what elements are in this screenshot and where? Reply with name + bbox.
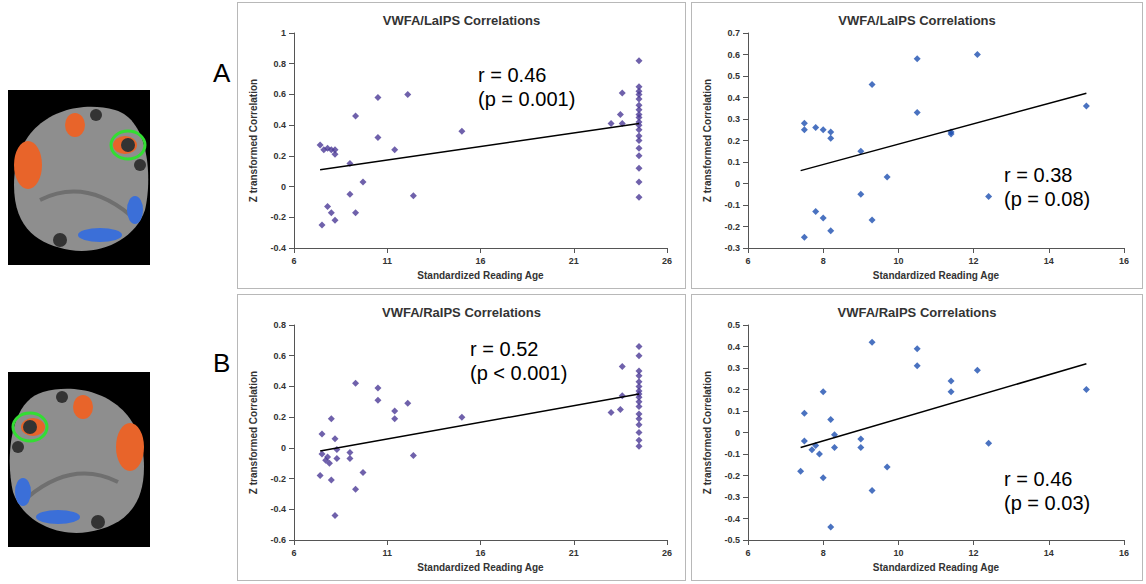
svg-text:-0.1: -0.1 [724,200,740,210]
svg-text:8: 8 [821,548,826,558]
svg-text:VWFA/RaIPS Correlations: VWFA/RaIPS Correlations [838,305,997,320]
svg-text:1: 1 [281,28,286,38]
svg-text:Standardized Reading Age: Standardized Reading Age [873,270,1000,281]
svg-text:-0.2: -0.2 [724,471,740,481]
svg-text:14: 14 [1044,256,1054,266]
svg-text:0.5: 0.5 [727,71,740,81]
svg-text:-0.1: -0.1 [724,449,740,459]
svg-text:0.4: 0.4 [727,93,740,103]
svg-text:-0.4: -0.4 [724,514,740,524]
svg-text:0.8: 0.8 [273,59,286,69]
svg-text:0.2: 0.2 [273,412,286,422]
svg-text:0.1: 0.1 [727,157,740,167]
svg-text:B: B [213,348,230,378]
svg-text:0.1: 0.1 [727,406,740,416]
svg-text:0.4: 0.4 [273,381,286,391]
svg-text:0.2: 0.2 [273,151,286,161]
svg-text:0.8: 0.8 [273,320,286,330]
svg-text:Standardized Reading Age: Standardized Reading Age [417,562,544,573]
svg-text:10: 10 [893,548,903,558]
svg-text:0.6: 0.6 [273,89,286,99]
svg-text:(p = 0.03): (p = 0.03) [1004,492,1090,514]
svg-text:0.4: 0.4 [727,342,740,352]
svg-text:Standardized Reading Age: Standardized Reading Age [873,562,1000,573]
svg-text:r = 0.46: r = 0.46 [1004,468,1072,490]
svg-text:0.7: 0.7 [727,28,740,38]
svg-text:12: 12 [969,548,979,558]
svg-text:8: 8 [821,256,826,266]
svg-text:11: 11 [382,548,392,558]
svg-text:-0.2: -0.2 [270,212,286,222]
svg-text:12: 12 [969,256,979,266]
svg-text:Standardized Reading Age: Standardized Reading Age [417,270,544,281]
svg-text:6: 6 [291,256,296,266]
svg-text:-0.2: -0.2 [270,474,286,484]
svg-text:-0.2: -0.2 [724,222,740,232]
svg-text:10: 10 [893,256,903,266]
svg-text:0: 0 [735,179,740,189]
svg-text:0.5: 0.5 [727,320,740,330]
svg-text:0: 0 [735,428,740,438]
svg-text:(p = 0.08): (p = 0.08) [1004,188,1090,210]
svg-text:11: 11 [382,256,392,266]
svg-text:16: 16 [1119,256,1129,266]
svg-text:(p = 0.001): (p = 0.001) [478,88,575,110]
svg-text:0: 0 [281,443,286,453]
svg-text:21: 21 [569,548,579,558]
svg-text:VWFA/LaIPS Correlations: VWFA/LaIPS Correlations [383,13,540,28]
svg-text:VWFA/LaIPS Correlations: VWFA/LaIPS Correlations [838,13,995,28]
svg-text:-0.6: -0.6 [270,535,286,545]
svg-text:16: 16 [475,256,485,266]
svg-text:0.3: 0.3 [727,114,740,124]
svg-text:6: 6 [745,256,750,266]
svg-text:14: 14 [1044,548,1054,558]
svg-text:r = 0.52: r = 0.52 [470,338,538,360]
svg-text:0.6: 0.6 [273,351,286,361]
svg-text:A: A [213,58,231,88]
svg-text:VWFA/RaIPS Correlations: VWFA/RaIPS Correlations [382,305,541,320]
svg-text:0.4: 0.4 [273,120,286,130]
svg-text:r = 0.46: r = 0.46 [478,64,546,86]
svg-text:16: 16 [475,548,485,558]
svg-text:21: 21 [569,256,579,266]
svg-text:Z transformed Correlation: Z transformed Correlation [248,79,259,202]
svg-text:-0.3: -0.3 [724,243,740,253]
svg-text:26: 26 [662,548,672,558]
svg-text:-0.4: -0.4 [270,504,286,514]
svg-text:0.2: 0.2 [727,136,740,146]
svg-text:0.6: 0.6 [727,50,740,60]
svg-text:0.2: 0.2 [727,385,740,395]
svg-text:26: 26 [662,256,672,266]
svg-text:-0.4: -0.4 [270,243,286,253]
svg-text:-0.5: -0.5 [724,535,740,545]
svg-text:(p < 0.001): (p < 0.001) [470,362,567,384]
svg-text:16: 16 [1119,548,1129,558]
svg-text:0.3: 0.3 [727,363,740,373]
svg-text:-0.3: -0.3 [724,492,740,502]
svg-text:Z transformed Correlation: Z transformed Correlation [248,371,259,494]
svg-text:Z transformed Correlation: Z transformed Correlation [702,79,713,202]
svg-text:Z transformed Correlation: Z transformed Correlation [702,371,713,494]
svg-text:6: 6 [291,548,296,558]
svg-text:0: 0 [281,182,286,192]
svg-text:r = 0.38: r = 0.38 [1004,164,1072,186]
svg-text:6: 6 [745,548,750,558]
